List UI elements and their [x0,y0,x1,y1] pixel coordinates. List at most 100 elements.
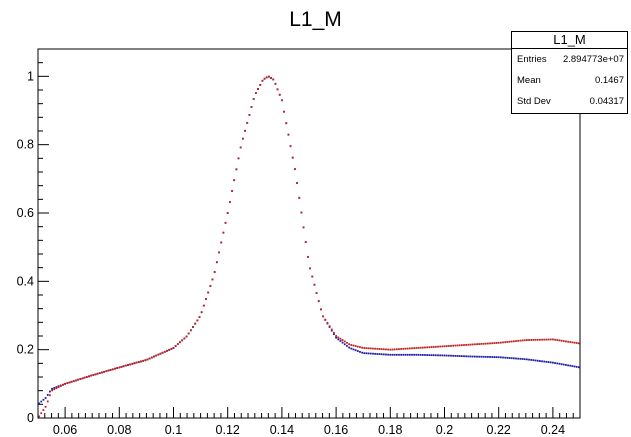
data-point [226,212,229,214]
data-point [439,354,442,357]
data-point [326,321,329,324]
data-point [443,354,446,357]
data-point [504,341,507,344]
plot-area [37,48,581,419]
data-point [211,278,214,281]
data-point [382,353,385,356]
data-point [450,344,452,347]
data-point [202,304,205,307]
data-point [64,382,66,385]
data-point [502,356,504,359]
data-point [400,348,403,350]
data-point [350,347,353,350]
data-point [274,82,277,85]
data-point [346,341,348,344]
data-point [469,343,472,346]
data-point [460,344,463,347]
data-point [372,352,374,355]
y-tick-label: 0.2 [17,343,34,357]
data-point [322,315,324,318]
data-point [49,394,51,397]
stats-label: Mean [517,75,541,86]
data-point [415,347,418,349]
data-point [103,370,106,373]
stats-row-mean: Mean 0.1467 [512,70,627,91]
data-point [408,347,411,350]
data-point [270,77,272,79]
data-point [352,344,355,347]
data-point [406,353,409,356]
data-point [517,357,520,360]
data-point [51,389,53,392]
data-point [534,338,537,341]
data-point [478,343,481,345]
data-point [83,376,86,379]
data-point [536,359,539,362]
data-point [411,347,413,350]
data-point [525,339,528,341]
data-point [300,211,303,214]
data-point [120,365,123,368]
data-point [42,398,45,401]
data-point [144,359,147,362]
y-tick-label: 1 [27,69,34,83]
data-point [116,367,119,369]
data-point [523,339,526,342]
data-point [380,348,383,351]
data-point [510,357,513,360]
data-point [421,346,424,349]
data-point [491,342,494,345]
data-point [244,129,246,132]
data-point [140,360,142,363]
data-point [276,88,279,91]
data-point [92,374,95,376]
data-point [415,353,418,356]
data-point [374,347,377,350]
data-point [545,360,548,363]
data-point [88,375,90,378]
data-point [517,339,520,342]
data-point [53,388,56,391]
data-point [523,358,526,361]
data-point [413,347,416,350]
data-point [187,332,190,335]
data-point [239,146,242,149]
data-point [554,338,556,341]
data-point [497,356,500,359]
data-point [538,338,541,341]
data-point [278,93,281,96]
data-point [495,356,498,359]
data-point [419,353,422,356]
data-point [146,358,149,361]
data-point [343,340,346,343]
data-point [387,353,390,356]
data-point [499,356,502,359]
data-point [96,372,99,375]
data-point [101,371,103,374]
data-point [285,122,288,125]
data-point [489,356,491,358]
data-point [352,348,355,351]
data-point [558,339,561,342]
data-point [552,338,554,341]
data-point [40,412,43,415]
data-point [161,351,164,354]
data-point [484,355,487,358]
data-point [343,343,346,346]
plot-title: L1_M [289,8,342,31]
data-point [261,79,264,82]
x-tick-label: 0.06 [53,423,77,437]
data-point [337,336,340,339]
data-point [549,338,552,341]
data-point [359,350,361,353]
x-tick-label: 0.12 [216,423,240,437]
data-point [506,341,509,343]
data-point [213,271,216,273]
data-point [289,145,292,148]
data-point [541,338,543,341]
data-point [480,343,483,345]
data-point [467,343,470,346]
data-point [192,326,194,328]
data-point [185,335,188,338]
data-point [224,221,227,224]
